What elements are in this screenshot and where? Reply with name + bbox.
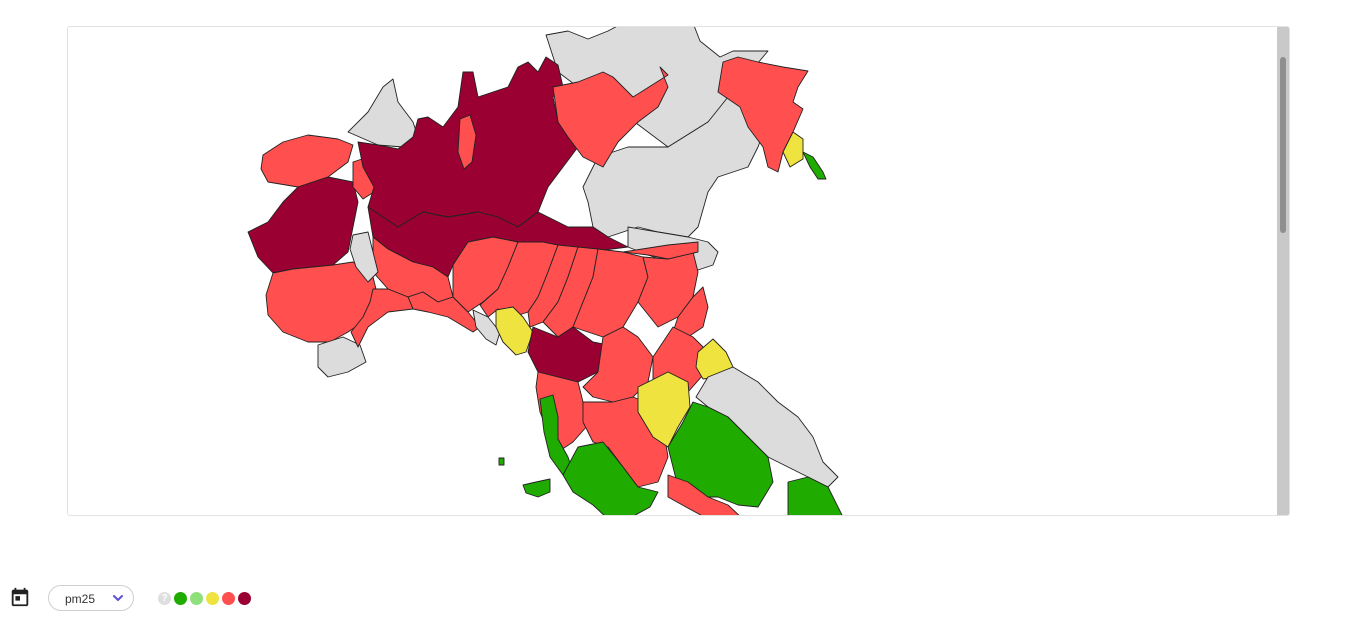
- legend-dot-fair: [190, 592, 203, 605]
- island-elba[interactable]: [522, 478, 551, 498]
- province-viterbo[interactable]: [667, 474, 743, 516]
- province-perugia[interactable]: [637, 371, 691, 448]
- legend-dot-moderate: [206, 592, 219, 605]
- province-savona[interactable]: [350, 288, 414, 348]
- province-teramo[interactable]: [787, 476, 843, 516]
- province-rimini[interactable]: [672, 286, 709, 338]
- pollutant-select-value: pm25: [65, 592, 96, 606]
- province-ferrara[interactable]: [622, 241, 699, 260]
- legend-dot-very-poor: [238, 592, 251, 605]
- province-sondrio-light[interactable]: [457, 114, 477, 170]
- pollutant-select[interactable]: pm25: [48, 585, 134, 611]
- map-scrollbar-thumb[interactable]: [1280, 57, 1286, 233]
- province-trieste[interactable]: [802, 151, 827, 180]
- chevron-down-icon: [113, 595, 123, 602]
- province-piedmont-west[interactable]: [260, 134, 354, 188]
- map-scrollbar[interactable]: [1277, 27, 1289, 515]
- province-grosseto[interactable]: [562, 441, 659, 516]
- legend-dot-good: [174, 592, 187, 605]
- legend-unknown-icon: ?: [158, 592, 171, 605]
- province-asti[interactable]: [349, 231, 379, 283]
- calendar-icon[interactable]: [9, 586, 31, 608]
- map-container[interactable]: [67, 26, 1290, 516]
- legend-dot-poor: [222, 592, 235, 605]
- province-map[interactable]: [68, 27, 1290, 516]
- province-trentino[interactable]: [552, 66, 669, 168]
- island-capraia[interactable]: [498, 457, 505, 466]
- bottom-toolbar: pm25 ?: [0, 580, 1346, 616]
- province-liguria-imperia[interactable]: [317, 336, 367, 378]
- region-aosta-swiss[interactable]: [347, 78, 419, 148]
- province-gorizia[interactable]: [782, 131, 804, 168]
- province-piedmont-turin[interactable]: [247, 176, 359, 274]
- province-massa[interactable]: [495, 306, 534, 356]
